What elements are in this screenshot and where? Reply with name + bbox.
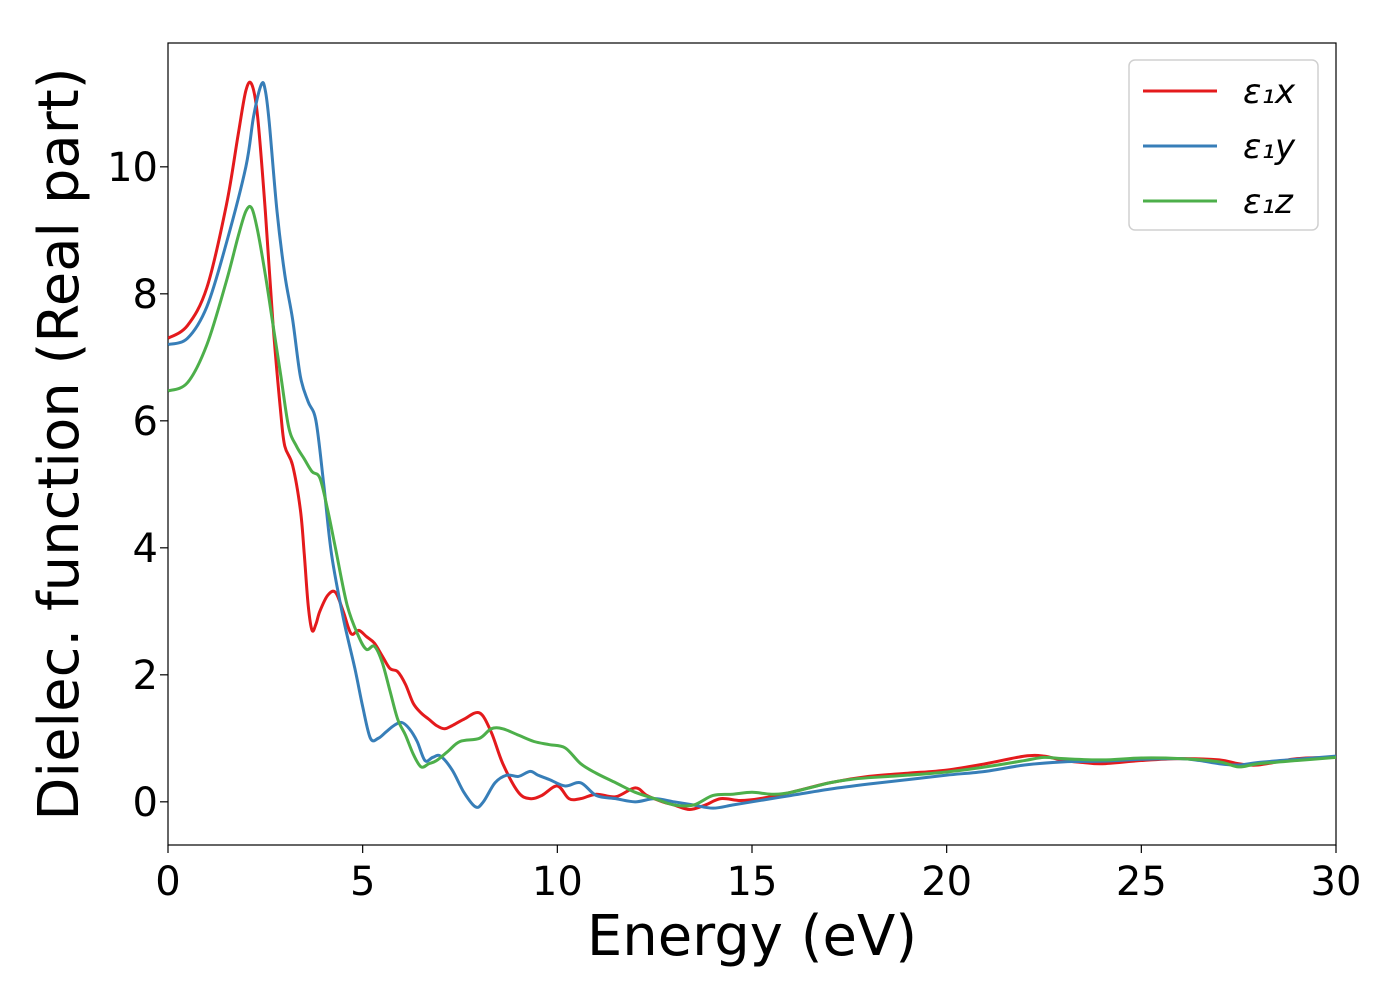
series-layer xyxy=(168,80,1336,811)
legend-label-1: ε₁x xyxy=(1243,72,1296,112)
x-tick-label: 20 xyxy=(921,859,972,905)
legend-label-2: ε₁y xyxy=(1243,127,1296,167)
series-line-1 xyxy=(168,80,1336,811)
x-axis-ticks: 0 5 10 15 20 25 30 xyxy=(155,845,1361,905)
x-tick-label: 30 xyxy=(1311,859,1362,905)
y-tick-label: 10 xyxy=(107,145,158,191)
x-tick-label: 5 xyxy=(350,859,375,905)
y-axis-label: Dielec. function (Real part) xyxy=(27,67,92,820)
y-tick-label: 8 xyxy=(133,272,158,318)
y-tick-label: 4 xyxy=(133,526,158,572)
y-tick-label: 6 xyxy=(133,399,158,445)
y-tick-label: 2 xyxy=(133,653,158,699)
series-line-3 xyxy=(168,204,1336,808)
x-tick-label: 15 xyxy=(727,859,778,905)
x-tick-label: 25 xyxy=(1116,859,1167,905)
x-tick-label: 0 xyxy=(155,859,180,905)
legend: ε₁x ε₁y ε₁z xyxy=(1128,59,1319,231)
y-axis-ticks: 0 2 4 6 8 10 xyxy=(107,145,168,826)
x-axis-label: Energy (eV) xyxy=(587,904,917,969)
y-tick-label: 0 xyxy=(133,780,158,826)
x-tick-label: 10 xyxy=(532,859,583,905)
legend-box xyxy=(1128,59,1319,231)
legend-label-3: ε₁z xyxy=(1243,182,1294,222)
series-line-2 xyxy=(168,81,1336,810)
